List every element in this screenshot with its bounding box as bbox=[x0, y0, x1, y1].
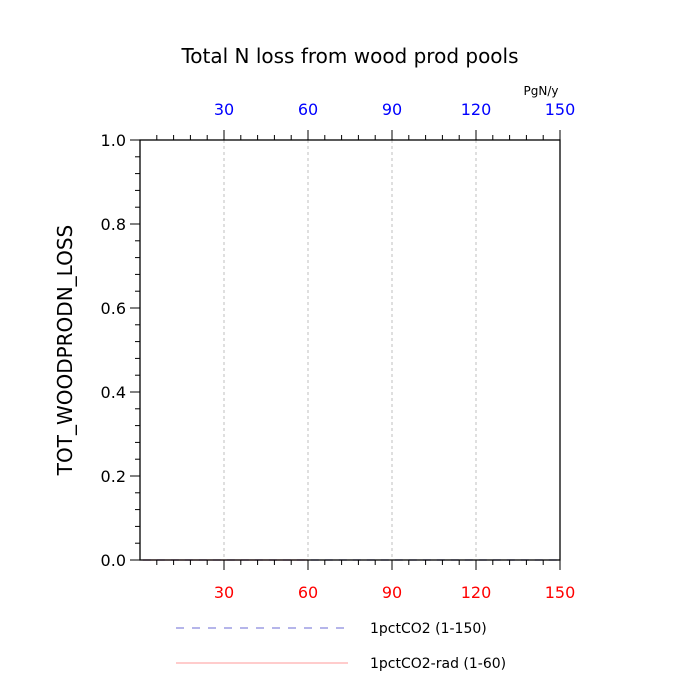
x-tick-label-bottom: 120 bbox=[461, 583, 492, 602]
x-tick-label-top: 150 bbox=[545, 100, 576, 119]
x-tick-label-top: 120 bbox=[461, 100, 492, 119]
grid-layer bbox=[223, 140, 477, 560]
plot-frame bbox=[139, 139, 561, 561]
y-tick-label: 1.0 bbox=[101, 131, 126, 150]
x-tick-label-top: 30 bbox=[214, 100, 234, 119]
x-tick-label-top: 60 bbox=[298, 100, 318, 119]
y-tick-label: 0.4 bbox=[101, 383, 126, 402]
x-tick-label-top: 90 bbox=[382, 100, 402, 119]
legend: 1pctCO2 (1-150) 1pctCO2-rad (1-60) bbox=[176, 621, 506, 672]
legend-entry-label: 1pctCO2 (1-150) bbox=[370, 621, 487, 637]
y-tick-label: 0.2 bbox=[101, 467, 126, 486]
x-tick-label-bottom: 90 bbox=[382, 583, 402, 602]
y-tick-label: 0.8 bbox=[101, 215, 126, 234]
x-tick-label-bottom: 60 bbox=[298, 583, 318, 602]
y-tick-label: 0.6 bbox=[101, 299, 126, 318]
x-tick-label-bottom: 30 bbox=[214, 583, 234, 602]
chart-title: Total N loss from wood prod pools bbox=[180, 44, 518, 68]
y-tick-label: 0.0 bbox=[101, 551, 126, 570]
x-tick-label-bottom: 150 bbox=[545, 583, 576, 602]
y-axis-label: TOT_WOODPRODN_LOSS bbox=[53, 225, 77, 476]
legend-entry-label: 1pctCO2-rad (1-60) bbox=[370, 656, 506, 672]
units-label: PgN/y bbox=[524, 84, 559, 98]
ticks-layer: 30 30 60 60 90 90 120 120 150 150 0.0 0.2 0.4 0.6 0.8 1… bbox=[101, 100, 576, 602]
